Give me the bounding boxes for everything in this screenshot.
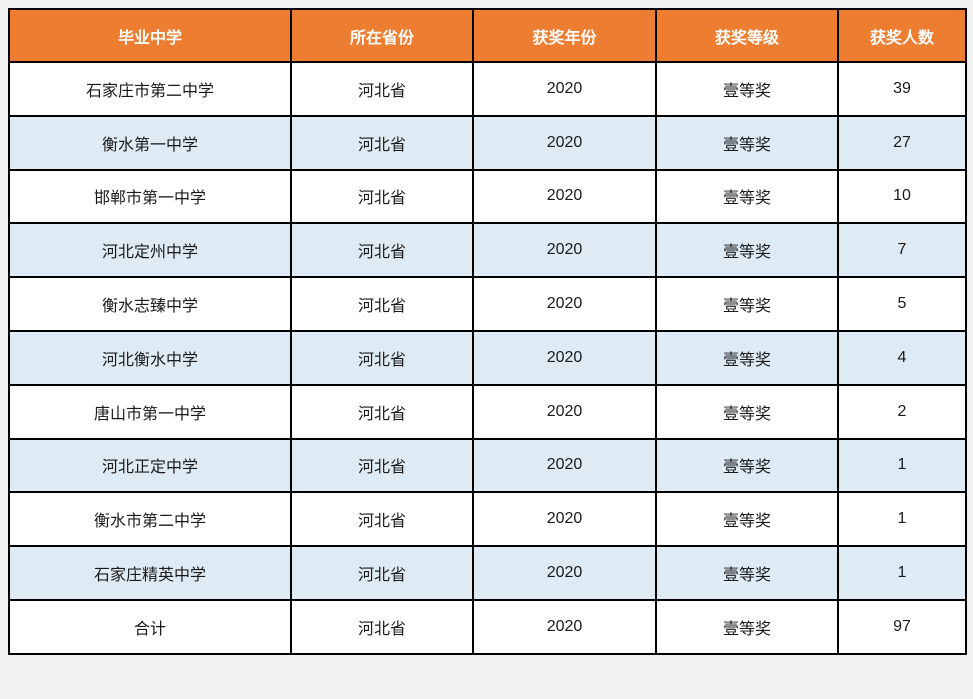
table-cell: 衡水志臻中学: [8, 276, 292, 332]
table-cell: 2020: [472, 114, 657, 171]
table-cell: 壹等奖: [655, 222, 839, 279]
table-row: 石家庄市第二中学 河北省 2020 壹等奖 39: [8, 61, 967, 117]
table-cell: 7: [837, 222, 967, 279]
table-cell: 石家庄精英中学: [8, 545, 292, 601]
table-cell: 2020: [472, 61, 657, 117]
table-cell: 河北省: [290, 114, 474, 171]
table-row: 河北正定中学 河北省 2020 壹等奖 1: [8, 437, 967, 494]
table-cell: 39: [837, 61, 967, 117]
table-cell: 河北省: [290, 545, 474, 601]
table-cell: 壹等奖: [655, 437, 839, 494]
table-cell: 河北省: [290, 276, 474, 332]
table-cell: 1: [837, 491, 967, 548]
table-cell: 衡水第一中学: [8, 114, 292, 171]
table-cell: 2: [837, 383, 967, 440]
table-cell: 10: [837, 168, 967, 225]
table-cell: 1: [837, 545, 967, 601]
table-cell: 壹等奖: [655, 545, 839, 601]
table-cell: 河北省: [290, 437, 474, 494]
table-cell: 2020: [472, 222, 657, 279]
table-row: 石家庄精英中学 河北省 2020 壹等奖 1: [8, 545, 967, 601]
column-header-2: 所在省份: [290, 8, 474, 63]
table-row: 河北定州中学 河北省 2020 壹等奖 7: [8, 222, 967, 279]
table-cell: 河北省: [290, 383, 474, 440]
table-cell: 4: [837, 329, 967, 386]
table-cell: 1: [837, 437, 967, 494]
table-cell: 河北定州中学: [8, 222, 292, 279]
column-header-1: 毕业中学: [8, 8, 292, 63]
table-row: 衡水第一中学 河北省 2020 壹等奖 27: [8, 114, 967, 171]
table-cell: 2020: [472, 491, 657, 548]
table-cell: 河北省: [290, 61, 474, 117]
table-cell: 河北省: [290, 168, 474, 225]
table-cell: 河北省: [290, 222, 474, 279]
table-cell: 河北省: [290, 598, 474, 655]
table-cell: 壹等奖: [655, 61, 839, 117]
table-cell: 邯郸市第一中学: [8, 168, 292, 225]
table-cell: 壹等奖: [655, 276, 839, 332]
table-cell: 27: [837, 114, 967, 171]
table-cell: 河北省: [290, 329, 474, 386]
table-cell: 壹等奖: [655, 329, 839, 386]
table-cell: 5: [837, 276, 967, 332]
table-cell: 2020: [472, 598, 657, 655]
total-row: 合计 河北省 2020 壹等奖 97: [8, 598, 967, 655]
table-cell: 97: [837, 598, 967, 655]
column-header-3: 获奖年份: [472, 8, 657, 63]
table-cell: 壹等奖: [655, 383, 839, 440]
table-cell: 壹等奖: [655, 168, 839, 225]
table-cell: 壹等奖: [655, 491, 839, 548]
table-row: 河北衡水中学 河北省 2020 壹等奖 4: [8, 329, 967, 386]
table-cell: 2020: [472, 545, 657, 601]
column-header-5: 获奖人数: [837, 8, 967, 63]
table-cell: 河北衡水中学: [8, 329, 292, 386]
table-cell: 2020: [472, 437, 657, 494]
header-row: 毕业中学 所在省份 获奖年份 获奖等级 获奖人数: [8, 8, 967, 63]
table-cell: 2020: [472, 168, 657, 225]
table-cell: 唐山市第一中学: [8, 383, 292, 440]
table-cell: 河北正定中学: [8, 437, 292, 494]
table-row: 唐山市第一中学 河北省 2020 壹等奖 2: [8, 383, 967, 440]
table-cell: 2020: [472, 383, 657, 440]
table-cell: 壹等奖: [655, 114, 839, 171]
table-cell: 2020: [472, 276, 657, 332]
table-cell: 合计: [8, 598, 292, 655]
awards-table: 毕业中学 所在省份 获奖年份 获奖等级 获奖人数 石家庄市第二中学 河北省 2020 壹等奖 3…: [8, 8, 967, 655]
awards-table-body: 石家庄市第二中学 河北省 2020 壹等奖 39 衡水第一中学 河北省 2020 壹等奖 27 邯郸…: [8, 61, 967, 655]
table-cell: 衡水市第二中学: [8, 491, 292, 548]
table-row: 衡水市第二中学 河北省 2020 壹等奖 1: [8, 491, 967, 548]
table-cell: 河北省: [290, 491, 474, 548]
column-header-4: 获奖等级: [655, 8, 839, 63]
table-cell: 2020: [472, 329, 657, 386]
table-cell: 壹等奖: [655, 598, 839, 655]
table-row: 衡水志臻中学 河北省 2020 壹等奖 5: [8, 276, 967, 332]
awards-table-header: 毕业中学 所在省份 获奖年份 获奖等级 获奖人数: [8, 8, 967, 63]
table-row: 邯郸市第一中学 河北省 2020 壹等奖 10: [8, 168, 967, 225]
table-cell: 石家庄市第二中学: [8, 61, 292, 117]
